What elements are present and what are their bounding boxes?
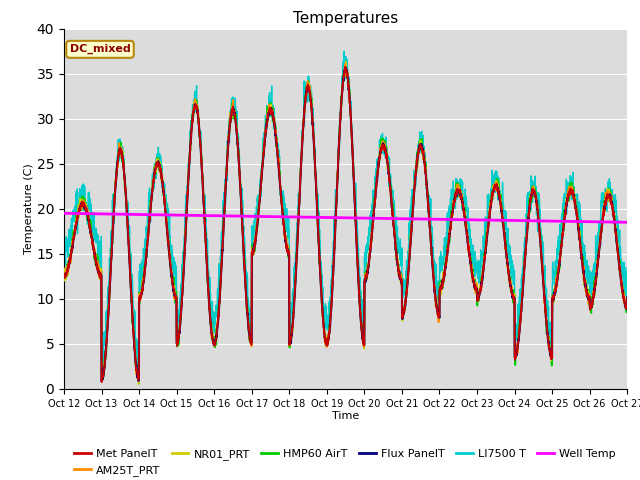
Text: DC_mixed: DC_mixed bbox=[70, 44, 131, 54]
X-axis label: Time: Time bbox=[332, 411, 359, 421]
Legend: Met PanelT, AM25T_PRT, NR01_PRT, HMP60 AirT, Flux PanelT, LI7500 T, Well Temp: Met PanelT, AM25T_PRT, NR01_PRT, HMP60 A… bbox=[70, 445, 620, 480]
Y-axis label: Temperature (C): Temperature (C) bbox=[24, 163, 34, 254]
Title: Temperatures: Temperatures bbox=[293, 11, 398, 26]
